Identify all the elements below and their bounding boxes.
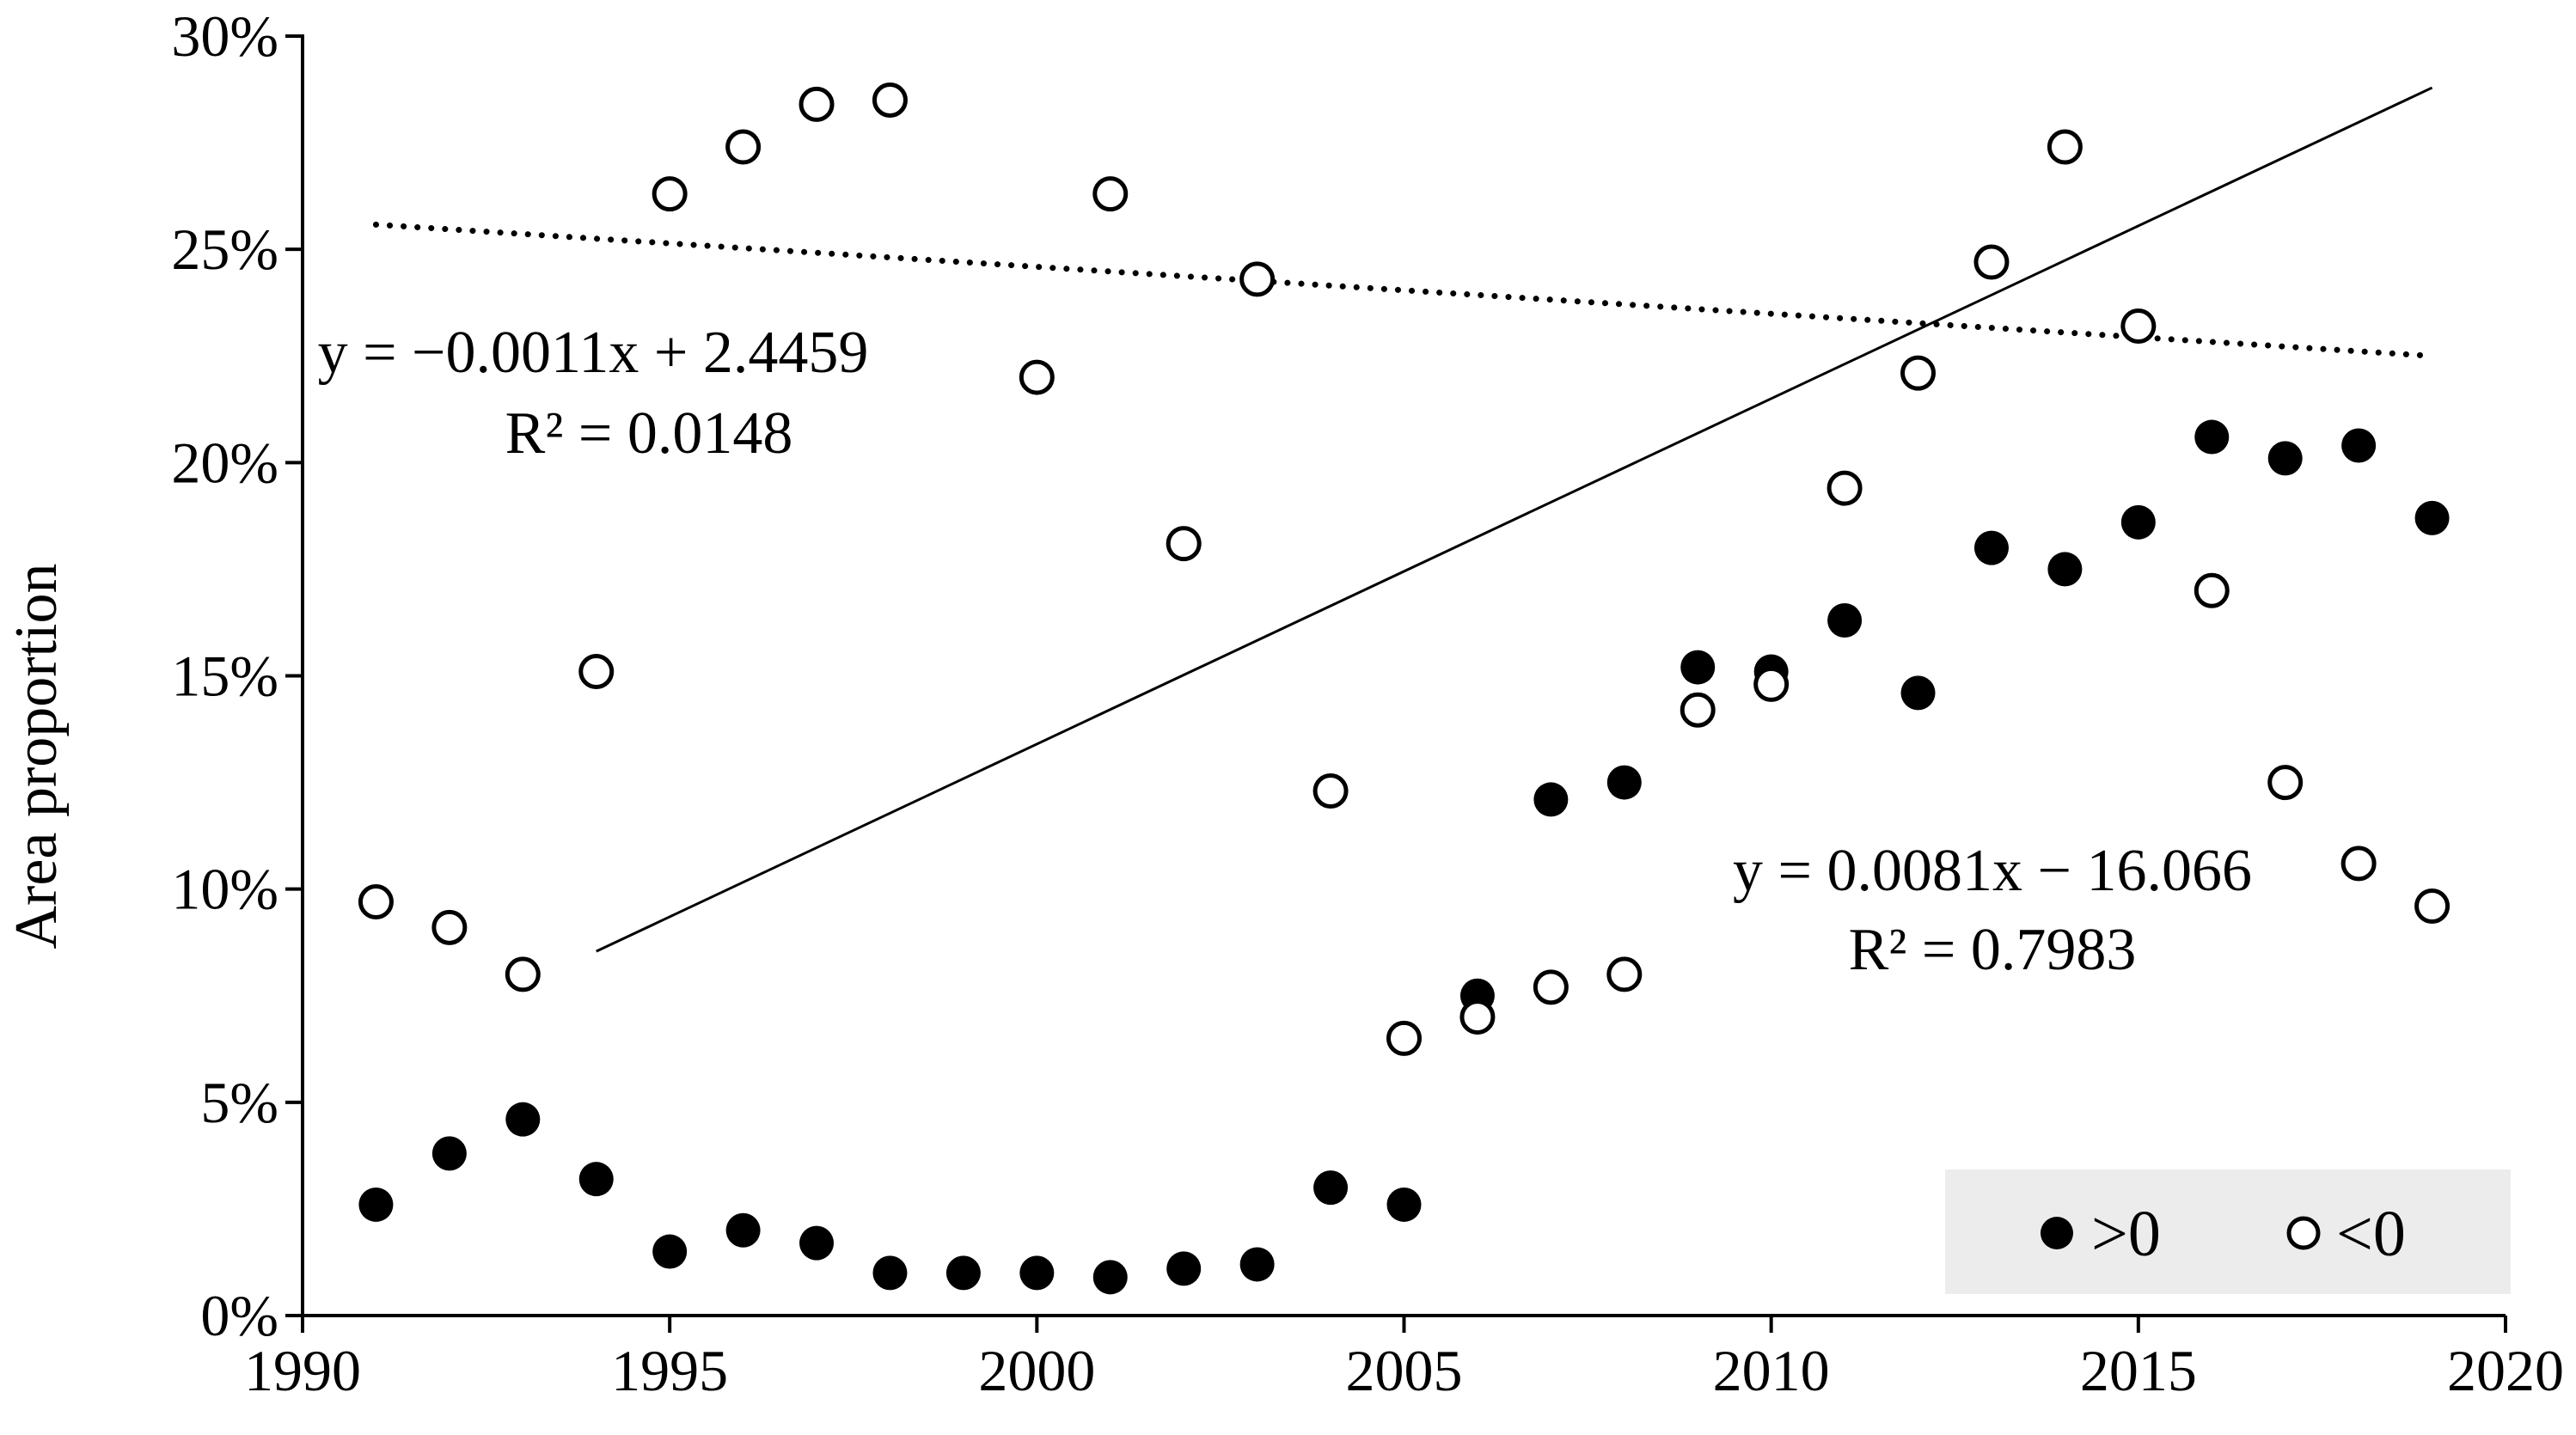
data-point-positive: [578, 1162, 614, 1197]
data-point-negative: [1900, 355, 1937, 391]
data-point-positive: [1386, 1187, 1422, 1222]
data-point-positive: [1900, 675, 1936, 711]
data-point-negative: [872, 82, 908, 118]
data-point-negative: [1680, 692, 1716, 728]
legend-marker-open: [2286, 1216, 2321, 1250]
data-point-negative: [578, 654, 615, 690]
x-tick-label: 2000: [978, 1338, 1095, 1403]
trendline-layer: [372, 86, 2436, 953]
negative-trend-r2: R² = 0.0148: [505, 400, 793, 467]
positive-trend-equation: y = 0.0081x − 16.066: [1733, 838, 2252, 904]
data-point-negative: [1166, 526, 1202, 562]
y-tick-label: 20%: [171, 430, 278, 495]
data-point-positive: [2120, 504, 2156, 540]
data-point-positive: [1973, 530, 2009, 565]
x-tick-label: 2015: [2080, 1338, 2197, 1403]
data-point-positive: [358, 1187, 394, 1222]
x-tick-label: 2005: [1346, 1338, 1463, 1403]
data-point-positive: [2267, 441, 2303, 476]
legend-label-negative: <0: [2336, 1198, 2406, 1270]
legend-label-positive: >0: [2091, 1198, 2161, 1270]
data-point-negative: [2267, 765, 2304, 801]
axes-layer: 0% 5% 10% 15% 20% 25% 30% 1990 1995 2000 2005 2010 2…: [171, 3, 2564, 1403]
x-tick-label: 2020: [2447, 1338, 2564, 1403]
x-tick-label: 2010: [1713, 1338, 1830, 1403]
data-point-negative: [1973, 244, 2010, 280]
trendline-positive: [596, 86, 2433, 953]
y-tick-label: 25%: [171, 217, 278, 282]
data-point-negative: [1019, 359, 1055, 395]
data-point-negative: [652, 176, 688, 212]
data-point-positive: [431, 1136, 467, 1171]
data-point-positive: [2341, 428, 2377, 463]
data-point-negative: [1826, 470, 1863, 506]
data-point-negative: [1533, 969, 1569, 1005]
data-point-negative: [505, 956, 541, 992]
data-point-negative: [2047, 129, 2083, 165]
labels-layer: y = −0.0011x + 2.4459 R² = 0.0148 y = 0.…: [3, 320, 2252, 983]
data-point-negative: [2120, 308, 2157, 345]
legend: >0 <0: [1945, 1169, 2511, 1294]
data-point-positive: [2194, 419, 2230, 455]
data-point-positive: [2414, 500, 2450, 535]
data-point-negative: [1239, 261, 1276, 297]
data-point-negative: [1606, 956, 1643, 992]
data-point-positive: [1827, 602, 1863, 638]
positive-trend-r2: R² = 0.7983: [1849, 917, 2137, 983]
data-point-positive: [652, 1234, 688, 1269]
data-point-negative: [1312, 773, 1349, 809]
data-point-negative: [1386, 1020, 1422, 1056]
data-point-positive: [2047, 552, 2083, 587]
negative-trend-equation: y = −0.0011x + 2.4459: [318, 320, 869, 386]
data-point-positive: [725, 1212, 761, 1248]
data-point-positive: [799, 1225, 835, 1261]
data-point-positive: [872, 1255, 908, 1291]
data-point-negative: [1753, 666, 1790, 702]
data-point-negative: [1092, 176, 1129, 212]
data-point-negative: [725, 129, 762, 165]
y-axis-title: Area proportion: [3, 563, 70, 949]
data-point-negative: [798, 86, 835, 122]
data-point-negative: [2340, 846, 2377, 882]
data-point-positive: [1313, 1170, 1349, 1206]
y-tick-label: 30%: [171, 3, 278, 69]
data-point-positive: [1680, 650, 1716, 685]
data-point-positive: [1092, 1260, 1128, 1295]
y-tick-label: 0%: [200, 1283, 278, 1348]
y-tick-label: 15%: [171, 644, 278, 709]
data-point-negative: [358, 884, 394, 920]
y-tick-label: 5%: [200, 1070, 278, 1135]
data-point-positive: [945, 1255, 981, 1291]
data-point-negative: [2194, 572, 2230, 608]
data-point-negative: [2414, 888, 2451, 925]
data-point-positive: [1166, 1251, 1202, 1286]
legend-marker-filled: [2041, 1217, 2073, 1249]
data-point-negative: [431, 909, 468, 945]
data-point-positive: [1019, 1255, 1055, 1291]
data-point-positive: [1239, 1247, 1275, 1282]
x-tick-label: 1995: [611, 1338, 728, 1403]
x-tick-label: 1990: [244, 1338, 361, 1403]
y-tick-label: 10%: [171, 857, 278, 922]
data-point-positive: [505, 1102, 541, 1137]
data-point-positive: [1533, 782, 1569, 817]
data-point-negative: [1459, 999, 1496, 1035]
legend-background: [1945, 1169, 2511, 1294]
data-points-layer: [358, 82, 2451, 1295]
trendline-negative: [372, 221, 2436, 359]
data-point-positive: [1606, 765, 1642, 800]
